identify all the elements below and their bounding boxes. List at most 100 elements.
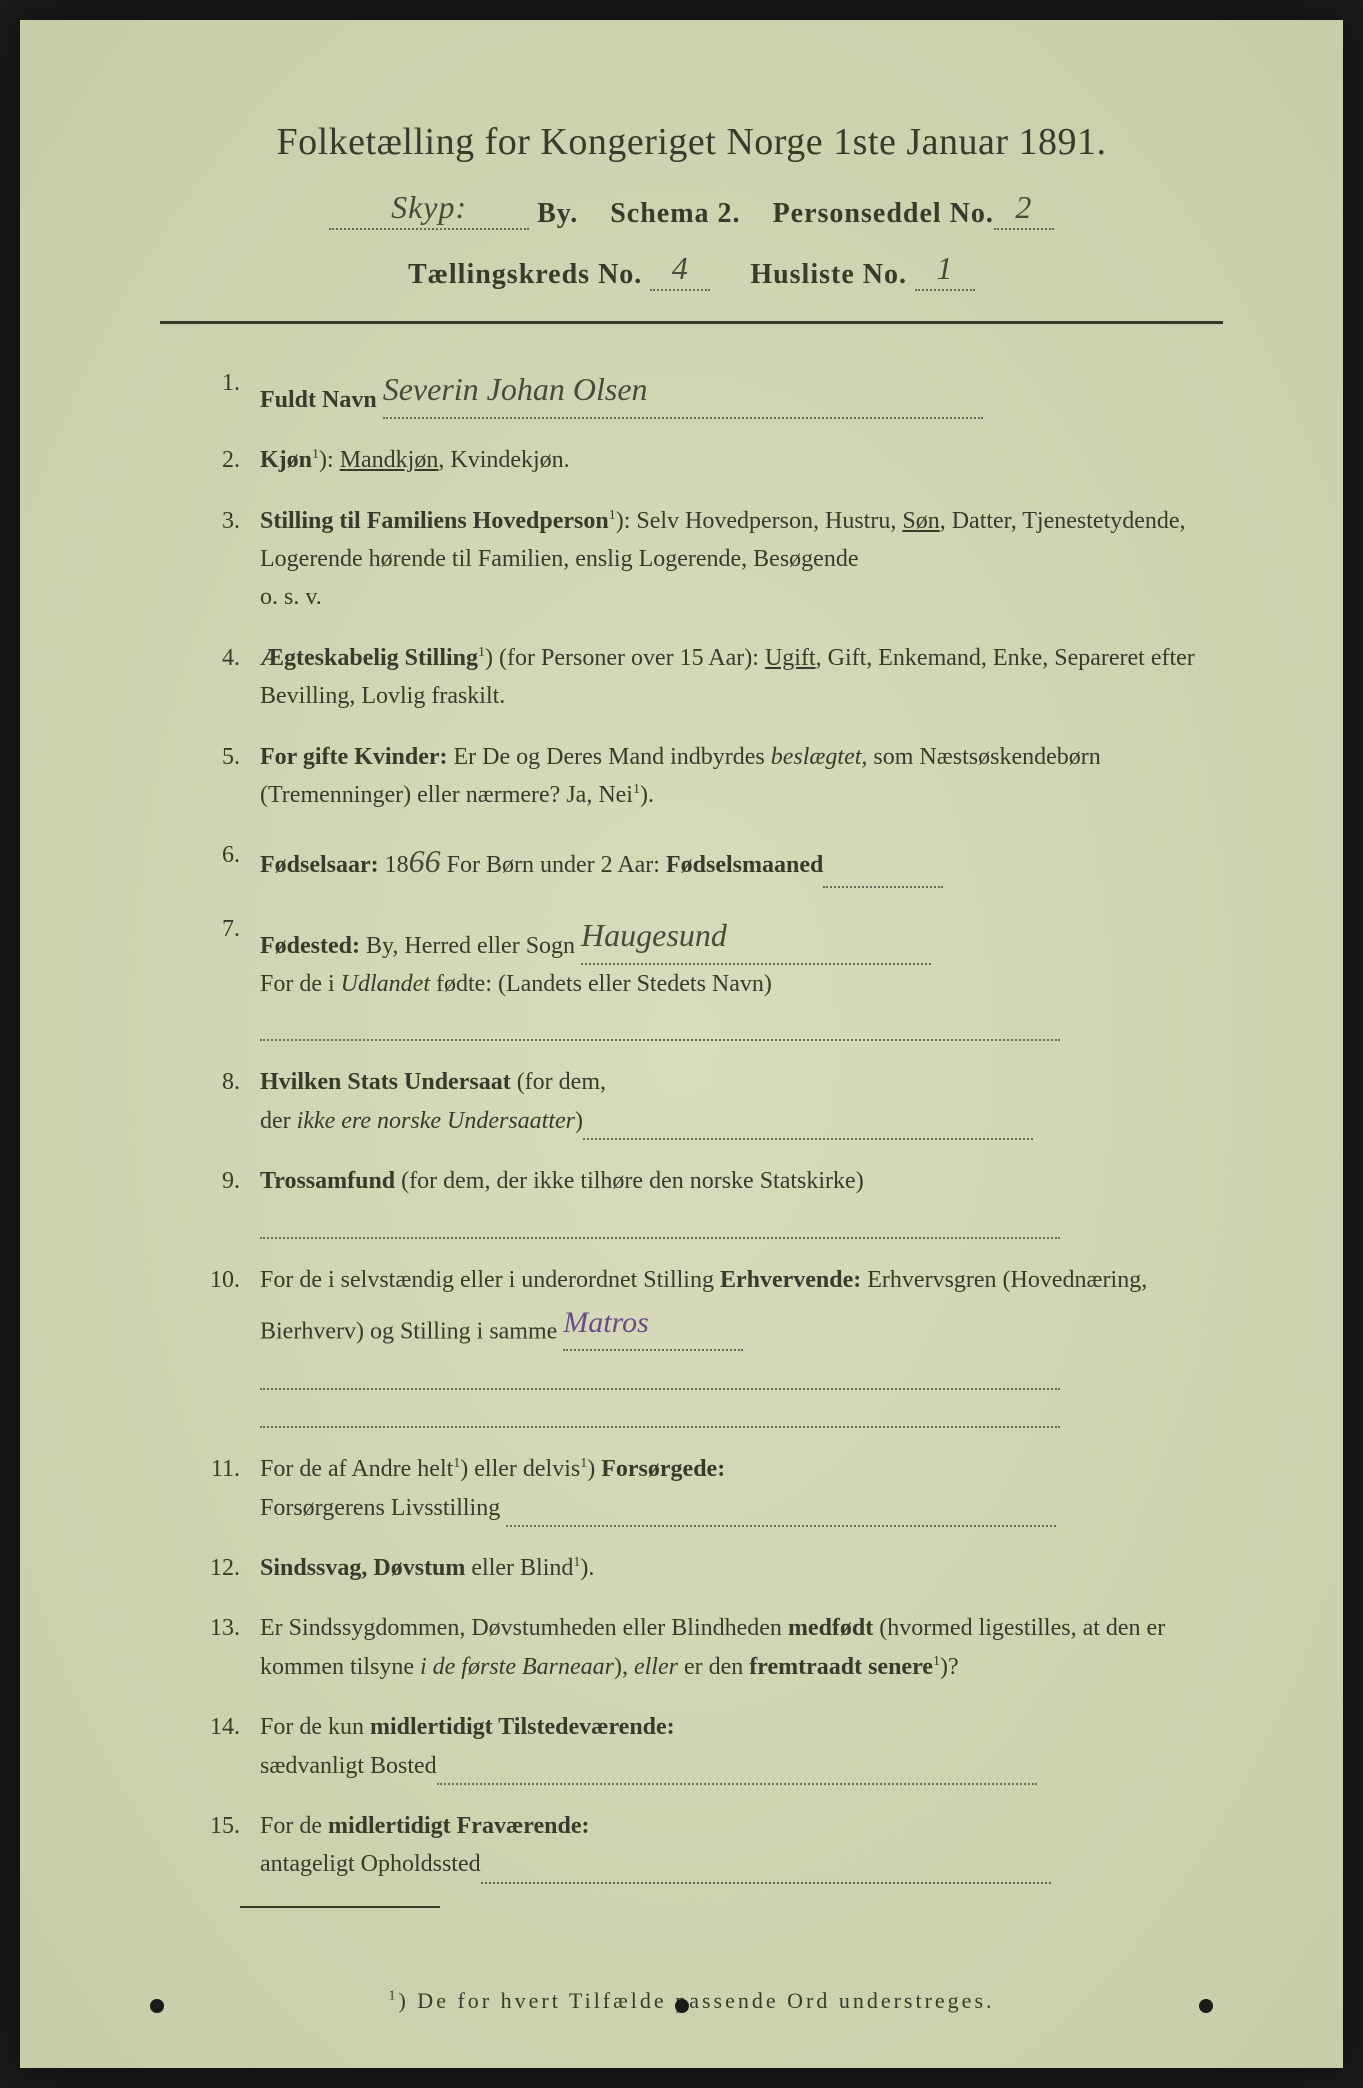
row-6-label: Fødselsaar: — [260, 852, 379, 878]
row-9: 9. Trossamfund (for dem, der ikke tilhør… — [200, 1162, 1223, 1239]
row-4-sup: 1 — [478, 645, 485, 660]
row-3-label: Stilling til Familiens Hovedperson — [260, 508, 609, 534]
row-2-num: 2. — [200, 441, 260, 479]
row-10-content: For de i selvstændig eller i underordnet… — [260, 1261, 1223, 1428]
person-no-field: 2 — [994, 189, 1054, 230]
row-14: 14. For de kun midlertidigt Tilstedevære… — [200, 1708, 1223, 1785]
by-field: Skyp: — [329, 189, 529, 230]
row-3-opt: Søn — [902, 508, 939, 534]
row-4-text1: ) (for Personer over 15 Aar): — [485, 645, 765, 671]
row-13-italic2: eller — [634, 1654, 678, 1680]
row-7: 7. Fødested: By, Herred eller Sogn Hauge… — [200, 910, 1223, 1042]
row-9-text: (for dem, der ikke tilhøre den norske St… — [395, 1168, 864, 1194]
person-no-value: 2 — [1015, 189, 1032, 225]
row-8-text2: der — [260, 1108, 297, 1134]
row-9-content: Trossamfund (for dem, der ikke tilhøre d… — [260, 1162, 1223, 1239]
row-13-text4: er den — [678, 1654, 749, 1680]
row-13-text5: )? — [940, 1654, 959, 1680]
row-6-month-field — [823, 884, 943, 888]
row-11-text4: Forsørgerens Livsstilling — [260, 1495, 500, 1521]
row-5-label: For gifte Kvinder: — [260, 744, 448, 770]
row-6-content: Fødselsaar: 1866 For Børn under 2 Aar: F… — [260, 836, 1223, 887]
form-body: 1. Fuldt Navn Severin Johan Olsen 2. Kjø… — [160, 364, 1223, 1884]
row-1-content: Fuldt Navn Severin Johan Olsen — [260, 364, 1223, 419]
row-7-text1: By, Herred eller Sogn — [360, 932, 581, 958]
row-1: 1. Fuldt Navn Severin Johan Olsen — [200, 364, 1223, 419]
birthplace-field: Haugesund — [581, 910, 931, 965]
birthplace-value: Haugesund — [581, 917, 727, 953]
row-2-opt: Mandkjøn — [340, 447, 439, 473]
row-10-label: Erhvervende: — [720, 1267, 861, 1293]
row-1-label: Fuldt Navn — [260, 387, 377, 413]
row-5-num: 5. — [200, 738, 260, 815]
punch-hole-right — [1199, 1999, 1213, 2013]
form-title: Folketælling for Kongeriget Norge 1ste J… — [160, 120, 1223, 164]
row-14-label: midlertidigt Tilstedeværende: — [370, 1714, 675, 1740]
row-10-num: 10. — [200, 1261, 260, 1428]
row-11-num: 11. — [200, 1450, 260, 1527]
footnote: 1) De for hvert Tilfælde passende Ord un… — [160, 1968, 1223, 2014]
header-divider — [160, 321, 1223, 324]
subtitle-line-2: Tællingskreds No. 4 Husliste No. 1 — [160, 250, 1223, 291]
row-5-italic: beslægtet, — [771, 744, 868, 770]
row-7-italic: Udlandet — [341, 971, 430, 997]
row-13-text3: ), — [614, 1654, 634, 1680]
row-6-year: 66 — [409, 843, 441, 879]
row-6: 6. Fødselsaar: 1866 For Børn under 2 Aar… — [200, 836, 1223, 887]
row-2-sup: 1 — [312, 447, 319, 462]
row-5-text3: ). — [640, 782, 654, 808]
row-5-content: For gifte Kvinder: Er De og Deres Mand i… — [260, 738, 1223, 815]
row-7-blank — [260, 1037, 1060, 1041]
row-15: 15. For de midlertidigt Fraværende: anta… — [200, 1807, 1223, 1884]
row-9-blank — [260, 1235, 1060, 1239]
row-12-content: Sindssvag, Døvstum eller Blind1). — [260, 1549, 1223, 1587]
row-11-text2: ) eller delvis — [460, 1456, 580, 1482]
row-8-num: 8. — [200, 1063, 260, 1140]
row-13-italic1: i de første Barneaar — [420, 1654, 614, 1680]
row-10-text1: For de i selvstændig eller i underordnet… — [260, 1267, 720, 1293]
husliste-no-field: 1 — [915, 250, 975, 291]
kreds-no-value: 4 — [672, 250, 689, 286]
row-13-num: 13. — [200, 1609, 260, 1686]
footnote-text: ) De for hvert Tilfælde passende Ord und… — [398, 1988, 994, 2013]
row-4-content: Ægteskabelig Stilling1) (for Personer ov… — [260, 639, 1223, 716]
row-8-label: Hvilken Stats Undersaat — [260, 1069, 511, 1095]
row-7-num: 7. — [200, 910, 260, 1042]
kreds-label: Tællingskreds No. — [408, 259, 642, 290]
row-10: 10. For de i selvstændig eller i underor… — [200, 1261, 1223, 1428]
row-14-content: For de kun midlertidigt Tilstedeværende:… — [260, 1708, 1223, 1785]
row-12-text: eller Blind — [465, 1555, 573, 1581]
name-field: Severin Johan Olsen — [383, 364, 983, 419]
row-1-num: 1. — [200, 364, 260, 419]
row-11: 11. For de af Andre helt1) eller delvis1… — [200, 1450, 1223, 1527]
row-6-text2: For Børn under 2 Aar: — [441, 852, 666, 878]
row-2-text1: ): — [319, 447, 340, 473]
schema-label: Schema 2. — [610, 198, 740, 229]
row-11-blank — [506, 1523, 1056, 1527]
row-3-content: Stilling til Familiens Hovedperson1): Se… — [260, 502, 1223, 617]
row-11-content: For de af Andre helt1) eller delvis1) Fo… — [260, 1450, 1223, 1527]
row-13-text1: Er Sindssygdommen, Døvstumheden eller Bl… — [260, 1615, 788, 1641]
row-11-text1: For de af Andre helt — [260, 1456, 453, 1482]
by-label: By. — [537, 198, 578, 229]
row-5-sup: 1 — [633, 782, 640, 797]
row-6-prefix: 18 — [379, 852, 409, 878]
row-8: 8. Hvilken Stats Undersaat (for dem, der… — [200, 1063, 1223, 1140]
row-10-blank1 — [260, 1386, 1060, 1390]
by-handwritten: Skyp: — [391, 189, 467, 225]
row-13-bold2: fremtraadt senere — [749, 1654, 933, 1680]
row-9-num: 9. — [200, 1162, 260, 1239]
husliste-no-value: 1 — [937, 250, 954, 286]
row-11-label: Forsørgede: — [601, 1456, 725, 1482]
row-6-num: 6. — [200, 836, 260, 887]
row-15-text2: antageligt Opholdssted — [260, 1851, 481, 1877]
row-13: 13. Er Sindssygdommen, Døvstumheden elle… — [200, 1609, 1223, 1686]
row-12-text2: ). — [580, 1555, 594, 1581]
row-5: 5. For gifte Kvinder: Er De og Deres Man… — [200, 738, 1223, 815]
census-form-page: Folketælling for Kongeriget Norge 1ste J… — [20, 20, 1343, 2068]
punch-hole-center — [675, 1999, 689, 2013]
person-label: Personseddel No. — [773, 198, 994, 229]
row-13-content: Er Sindssygdommen, Døvstumheden eller Bl… — [260, 1609, 1223, 1686]
row-15-text1: For de — [260, 1813, 328, 1839]
kreds-no-field: 4 — [650, 250, 710, 291]
